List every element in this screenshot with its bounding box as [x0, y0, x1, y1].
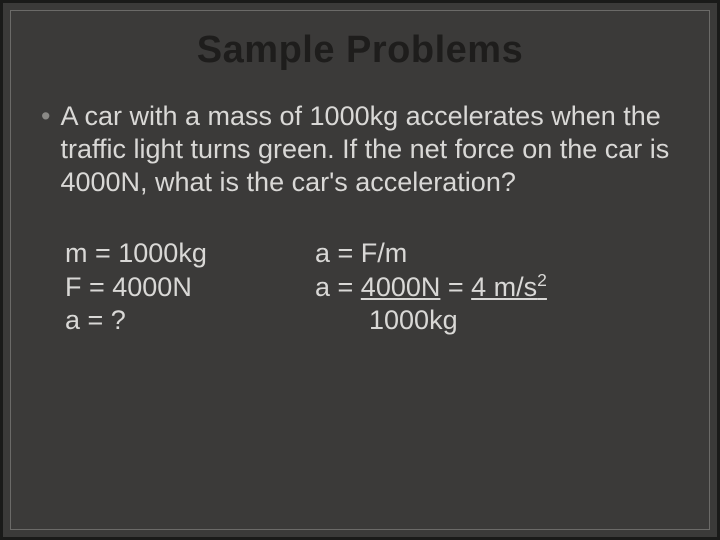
slide-container: Sample Problems • A car with a mass of 1…	[0, 0, 720, 540]
inner-border	[10, 10, 710, 530]
